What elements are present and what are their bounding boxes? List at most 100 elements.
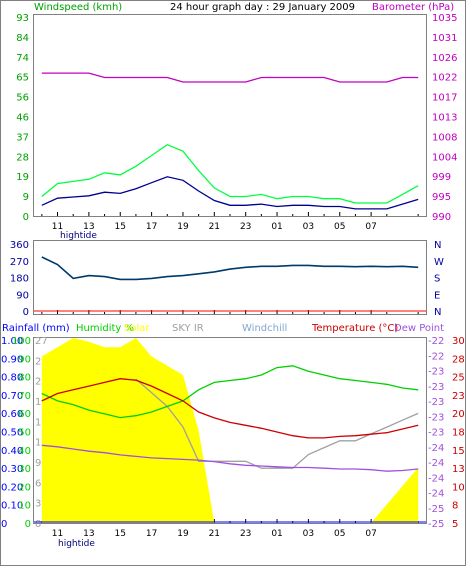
humidity-tick-label: 10 (18, 501, 31, 512)
sky-tick-label: 9 (35, 458, 41, 469)
windspeed-tick-label: 46 (16, 113, 29, 124)
windspeed-tick-label: 9 (23, 192, 29, 203)
sky-tick-label: 21 (35, 377, 48, 388)
windspeed-tick-label: 93 (16, 13, 29, 24)
panel-wind-frame (33, 14, 427, 217)
x-tick-label-wind: 03 (303, 222, 314, 232)
graph-title: 24 hour graph day : 29 January 2009 (170, 2, 355, 13)
barometer-tick-label: 1022 (432, 73, 457, 84)
x-tick-label-wind: 21 (209, 222, 220, 232)
solar-area (41, 338, 419, 523)
humidity-tick-label: 90 (18, 354, 31, 365)
barometer-tick-label: 1013 (432, 113, 457, 124)
sky-ir-tick-label: -23 (428, 367, 444, 378)
sky-ir-tick-label: -25 (428, 504, 444, 515)
temperature-tick-label: 28 (452, 354, 465, 365)
windspeed-tick-label: 84 (16, 33, 29, 44)
solar-area-fill (41, 338, 419, 523)
barometer-tick-label: 1008 (432, 132, 457, 143)
legend-dewpoint: Dew Point (394, 323, 444, 334)
temperature-tick-label: 13 (452, 464, 465, 475)
sky-tick-label: 27 (35, 336, 48, 347)
wind-average-line (41, 176, 419, 210)
sky-tick-label: 18 (35, 397, 48, 408)
x-tick-label-temp: 23 (240, 529, 251, 539)
temperature-tick-label: 23 (452, 391, 465, 402)
x-tick-label-temp: 03 (303, 529, 314, 539)
windspeed-tick-label: 65 (16, 73, 29, 84)
sky-ir-tick-label: -23 (428, 382, 444, 393)
barometer-tick-label: 1017 (432, 93, 457, 104)
x-tick-label-temp: 13 (83, 529, 94, 539)
axis-ticks: 9384746556463728199010351031102610221017… (1, 13, 465, 530)
legend-sky-ir: SKY IR (172, 323, 204, 334)
temperature-tick-label: 20 (452, 409, 465, 420)
compass-tick-label: W (434, 257, 444, 268)
humidity-tick-label: 20 (18, 482, 31, 493)
direction-tick-label: 360 (10, 240, 29, 251)
sky-tick-label: 0 (35, 519, 41, 530)
temperature-tick-label: 25 (452, 373, 465, 384)
temperature-tick-label: 18 (452, 428, 465, 439)
sky-ir-tick-label: -23 (428, 428, 444, 439)
barometer-tick-label: 995 (432, 192, 451, 203)
direction-tick-label: 90 (16, 290, 29, 301)
rainfall-tick-label: 1.00 (1, 336, 23, 347)
barometer-tick-label: 1026 (432, 53, 457, 64)
panel-temperature-frame (33, 337, 427, 524)
x-axis-labels: 11 11 13 13 15 15 17 17 19 19 21 21 23 23 01 01 03 03 05 05… (52, 222, 377, 549)
sky-ir-tick-label: -24 (428, 473, 444, 484)
compass-tick-label: E (434, 290, 440, 301)
wind-gust-line (41, 143, 419, 204)
x-tick-label-temp: 17 (146, 529, 157, 539)
legend-windchill: Windchill (242, 323, 287, 334)
humidity-tick-label: 80 (18, 373, 31, 384)
x-tick-label-wind: 19 (177, 222, 189, 232)
legend-temperature: Temperature (°C) (311, 323, 398, 334)
barometer-tick-label: 990 (432, 212, 451, 223)
series-lines (34, 72, 426, 523)
barometer-tick-label: 999 (432, 172, 451, 183)
humidity-line (41, 365, 419, 419)
humidity-tick-label: 0 (25, 519, 31, 530)
windspeed-tick-label: 0 (23, 212, 29, 223)
sky-ir-tick-label: -22 (428, 336, 444, 347)
dewpoint-line (41, 444, 419, 472)
direction-tick-label: 180 (10, 274, 29, 285)
rainfall-tick-label: 0.20 (1, 482, 23, 493)
hightide-label-temp: hightide (58, 539, 95, 549)
direction-tick-label: 270 (10, 257, 29, 268)
x-tick-label-wind: 23 (240, 222, 251, 232)
barometer-axis-label: Barometer (hPa) (372, 2, 454, 13)
legend-rainfall: Rainfall (mm) (2, 323, 70, 334)
sky-tick-label: 24 (35, 356, 48, 367)
x-tick-label-temp: 01 (271, 529, 282, 539)
sky-tick-label: 6 (35, 478, 41, 489)
sky-ir-tick-label: -25 (428, 519, 444, 530)
humidity-tick-label: 40 (18, 446, 31, 457)
barometer-tick-label: 1004 (432, 152, 457, 163)
rainfall-tick-label: 0.40 (1, 446, 23, 457)
rainfall-tick-label: 0.70 (1, 391, 23, 402)
rainfall-tick-label: 0.10 (1, 501, 23, 512)
legend-solar: Solar (124, 323, 150, 334)
compass-tick-label: S (434, 274, 440, 285)
windspeed-tick-label: 28 (16, 152, 29, 163)
humidity-tick-label: 50 (18, 428, 31, 439)
hightide-label-wind: hightide (60, 231, 97, 241)
x-tick-label-temp: 05 (334, 529, 345, 539)
sky-ir-tick-label: -23 (428, 412, 444, 423)
x-tick-label-wind: 01 (271, 222, 282, 232)
sky-ir-tick-label: -22 (428, 351, 444, 362)
temperature-line (41, 378, 419, 439)
direction-tick-label: 0 (23, 307, 29, 318)
rainfall-tick-label: 0.90 (1, 354, 23, 365)
temperature-tick-label: 10 (452, 482, 465, 493)
x-tick-label-temp: 21 (209, 529, 220, 539)
temperature-tick-label: 15 (452, 446, 465, 457)
temperature-tick-label: 5 (452, 519, 458, 530)
panel-direction-frame (33, 240, 427, 315)
windspeed-tick-label: 37 (16, 132, 29, 143)
rainfall-tick-label: 0 (1, 519, 7, 530)
